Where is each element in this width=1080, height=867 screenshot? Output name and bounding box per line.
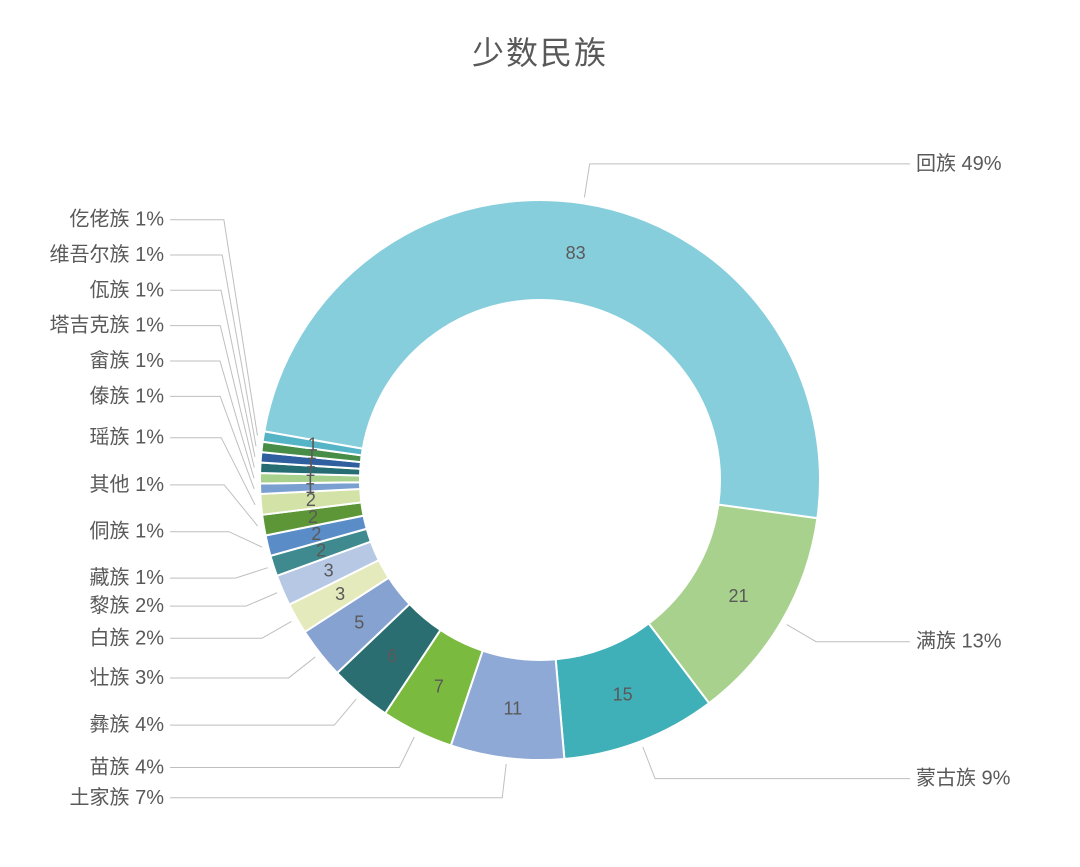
slice-value: 3 bbox=[335, 584, 345, 604]
slice-label: 壮族 3% bbox=[90, 666, 165, 689]
slice-value: 15 bbox=[613, 685, 633, 705]
leader-line bbox=[584, 164, 910, 198]
donut-chart: 少数民族 83回族 49%21满族 13%15蒙古族 9%11土家族 7%7苗族… bbox=[0, 0, 1080, 867]
slice-value: 11 bbox=[503, 698, 522, 718]
slice-label: 仡佬族 1% bbox=[70, 208, 165, 231]
leader-line bbox=[170, 255, 256, 446]
slice-label: 满族 13% bbox=[916, 630, 1002, 653]
slice-label: 侗族 1% bbox=[90, 520, 165, 543]
slice-label: 畲族 1% bbox=[90, 349, 165, 372]
slice-value: 2 bbox=[308, 507, 318, 527]
slice-value: 83 bbox=[566, 243, 586, 263]
slice-label: 傣族 1% bbox=[90, 384, 165, 407]
slice-label: 佤族 1% bbox=[90, 278, 165, 301]
leader-line bbox=[170, 593, 277, 606]
leader-line bbox=[170, 621, 291, 638]
slice-value: 21 bbox=[728, 586, 748, 606]
slice-value: 5 bbox=[354, 612, 364, 632]
leader-line bbox=[170, 657, 315, 678]
slice-value: 6 bbox=[387, 646, 397, 666]
slice-label: 维吾尔族 1% bbox=[50, 243, 165, 266]
leader-line bbox=[787, 625, 910, 642]
leader-line bbox=[170, 532, 262, 547]
leader-line bbox=[170, 699, 356, 725]
slice-label: 苗族 4% bbox=[90, 755, 165, 778]
leader-line bbox=[643, 747, 910, 779]
slice-label: 回族 49% bbox=[916, 152, 1002, 175]
slice-label: 蒙古族 9% bbox=[916, 767, 1011, 790]
leader-line bbox=[170, 361, 254, 478]
slice-label: 藏族 1% bbox=[90, 566, 165, 589]
slice-label: 土家族 7% bbox=[70, 786, 165, 809]
leader-line bbox=[170, 485, 258, 526]
chart-svg: 83回族 49%21满族 13%15蒙古族 9%11土家族 7%7苗族 4%6彝… bbox=[0, 0, 1080, 867]
leader-line bbox=[170, 737, 414, 768]
leader-line bbox=[170, 438, 255, 505]
slice-label: 瑶族 1% bbox=[90, 426, 165, 449]
slice-label: 其他 1% bbox=[90, 473, 165, 496]
slice-value: 7 bbox=[434, 677, 444, 697]
slice-value: 1 bbox=[308, 434, 318, 454]
slice-label: 塔吉克族 1% bbox=[50, 314, 165, 337]
leader-line bbox=[170, 568, 268, 578]
leader-line bbox=[170, 764, 506, 798]
slice-value: 3 bbox=[324, 561, 334, 581]
slice-label: 彝族 4% bbox=[90, 713, 165, 736]
leader-line bbox=[170, 396, 254, 489]
leader-line bbox=[170, 290, 255, 457]
slice-label: 白族 2% bbox=[90, 626, 165, 649]
slice-label: 黎族 2% bbox=[90, 594, 165, 617]
